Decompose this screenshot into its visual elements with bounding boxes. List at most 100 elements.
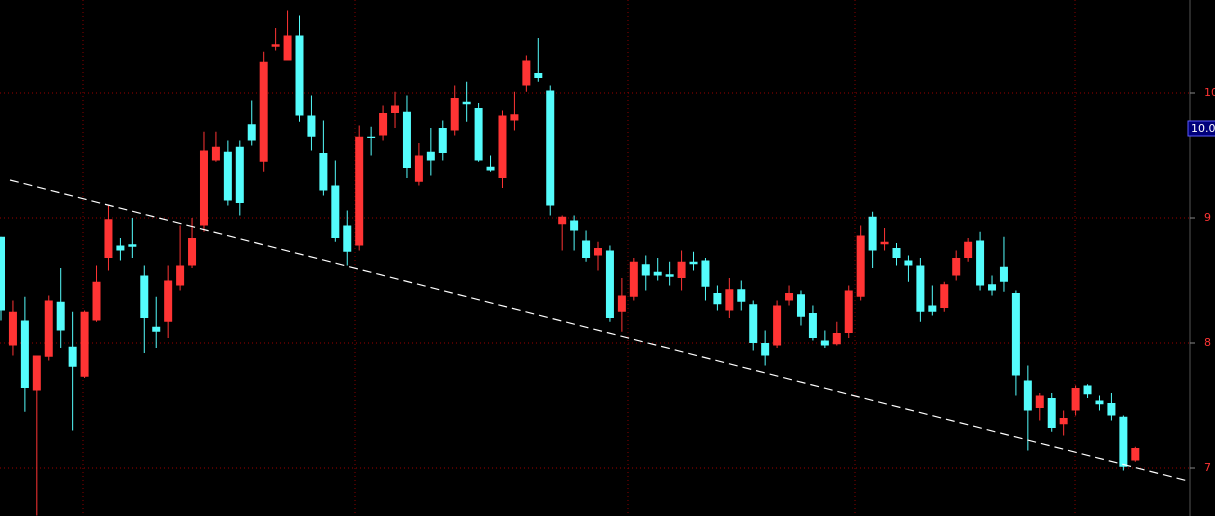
candle-body (641, 264, 650, 276)
candle-body (223, 151, 232, 201)
candle-body (283, 35, 292, 61)
candle-body (749, 304, 758, 343)
candle-body (653, 271, 662, 276)
candle-body (510, 114, 519, 121)
candle-body (140, 275, 149, 318)
candle-body (808, 313, 817, 338)
candle-body (582, 240, 591, 258)
candle-body (558, 216, 567, 225)
candle-body (570, 220, 579, 231)
candle-body (379, 113, 388, 136)
candle-body (56, 301, 65, 331)
candle-body (295, 35, 304, 116)
y-tick-label: 9 (1204, 211, 1211, 224)
candle-body (474, 108, 483, 161)
candle-body (498, 115, 507, 178)
price-tag: 10.0 (1191, 122, 1215, 135)
candle-body (402, 111, 411, 168)
candle-body (116, 245, 125, 251)
candle-body (1071, 388, 1080, 411)
candle-body (486, 166, 495, 171)
candle-body (188, 238, 197, 266)
candle-body (235, 146, 244, 203)
candle-body (617, 295, 626, 312)
candle-body (546, 90, 555, 206)
y-tick-label: 10 (1204, 86, 1215, 99)
candle-body (199, 150, 208, 226)
candle-body (319, 153, 328, 191)
candle-body (1023, 380, 1032, 411)
candle-body (176, 265, 185, 286)
candle-body (8, 311, 17, 346)
candle-body (844, 290, 853, 333)
candle-body (164, 280, 173, 322)
candle-body (940, 284, 949, 308)
candle-body (988, 284, 997, 291)
candle-body (0, 236, 5, 311)
candle-body (92, 281, 101, 321)
candle-body (1095, 400, 1104, 405)
candle-body (438, 128, 447, 153)
candle-body (534, 73, 543, 78)
candle-body (928, 305, 937, 312)
candle-body (904, 260, 913, 266)
candle-body (785, 293, 794, 301)
candle-body (414, 155, 423, 182)
candle-body (1083, 385, 1092, 395)
candle-body (856, 235, 865, 297)
candle-body (271, 44, 280, 47)
y-tick-label: 7 (1204, 461, 1211, 474)
candle-body (1011, 293, 1020, 376)
candle-body (1059, 418, 1068, 425)
candle-body (355, 136, 364, 246)
candle-body (1107, 403, 1116, 416)
candle-body (737, 289, 746, 302)
candle-body (689, 261, 698, 265)
candle-body (1035, 395, 1044, 408)
candle-body (391, 105, 400, 113)
candle-body (713, 293, 722, 305)
candle-body (832, 333, 841, 345)
candle-body (68, 346, 77, 367)
candle-body (522, 60, 531, 86)
y-tick-label: 8 (1204, 336, 1211, 349)
candle-body (868, 216, 877, 251)
candle-body (976, 240, 985, 286)
candle-body (128, 244, 137, 247)
candle-body (259, 61, 268, 162)
candle-body (462, 101, 471, 105)
candle-body (677, 261, 686, 278)
candle-body (796, 294, 805, 317)
candle-body (952, 258, 961, 276)
candle-body (594, 248, 602, 256)
candle-body (761, 343, 770, 356)
candle-body (104, 219, 113, 258)
candle-body (343, 225, 352, 252)
candle-body (605, 250, 614, 318)
candle-body (211, 146, 220, 161)
candle-body (629, 261, 638, 297)
candle-body (1131, 448, 1140, 461)
candle-body (964, 241, 973, 258)
candle-body (426, 151, 435, 161)
candle-body (450, 98, 459, 131)
price-tag-box (1187, 120, 1215, 137)
candle-body (701, 260, 710, 287)
candle-body (331, 185, 340, 238)
candle-body (367, 136, 376, 138)
candle-body (892, 248, 901, 258)
candle-body (999, 266, 1008, 282)
candle-body (1047, 398, 1056, 428)
candle-body (307, 115, 316, 137)
candle-body (20, 320, 29, 388)
candle-body (1119, 416, 1128, 467)
candle-body (247, 124, 256, 141)
candle-body (916, 265, 925, 312)
candle-body (773, 305, 782, 346)
candle-body (44, 300, 53, 357)
candle-body (32, 355, 41, 391)
candle-body (152, 326, 161, 332)
trend-line (9, 179, 1189, 482)
